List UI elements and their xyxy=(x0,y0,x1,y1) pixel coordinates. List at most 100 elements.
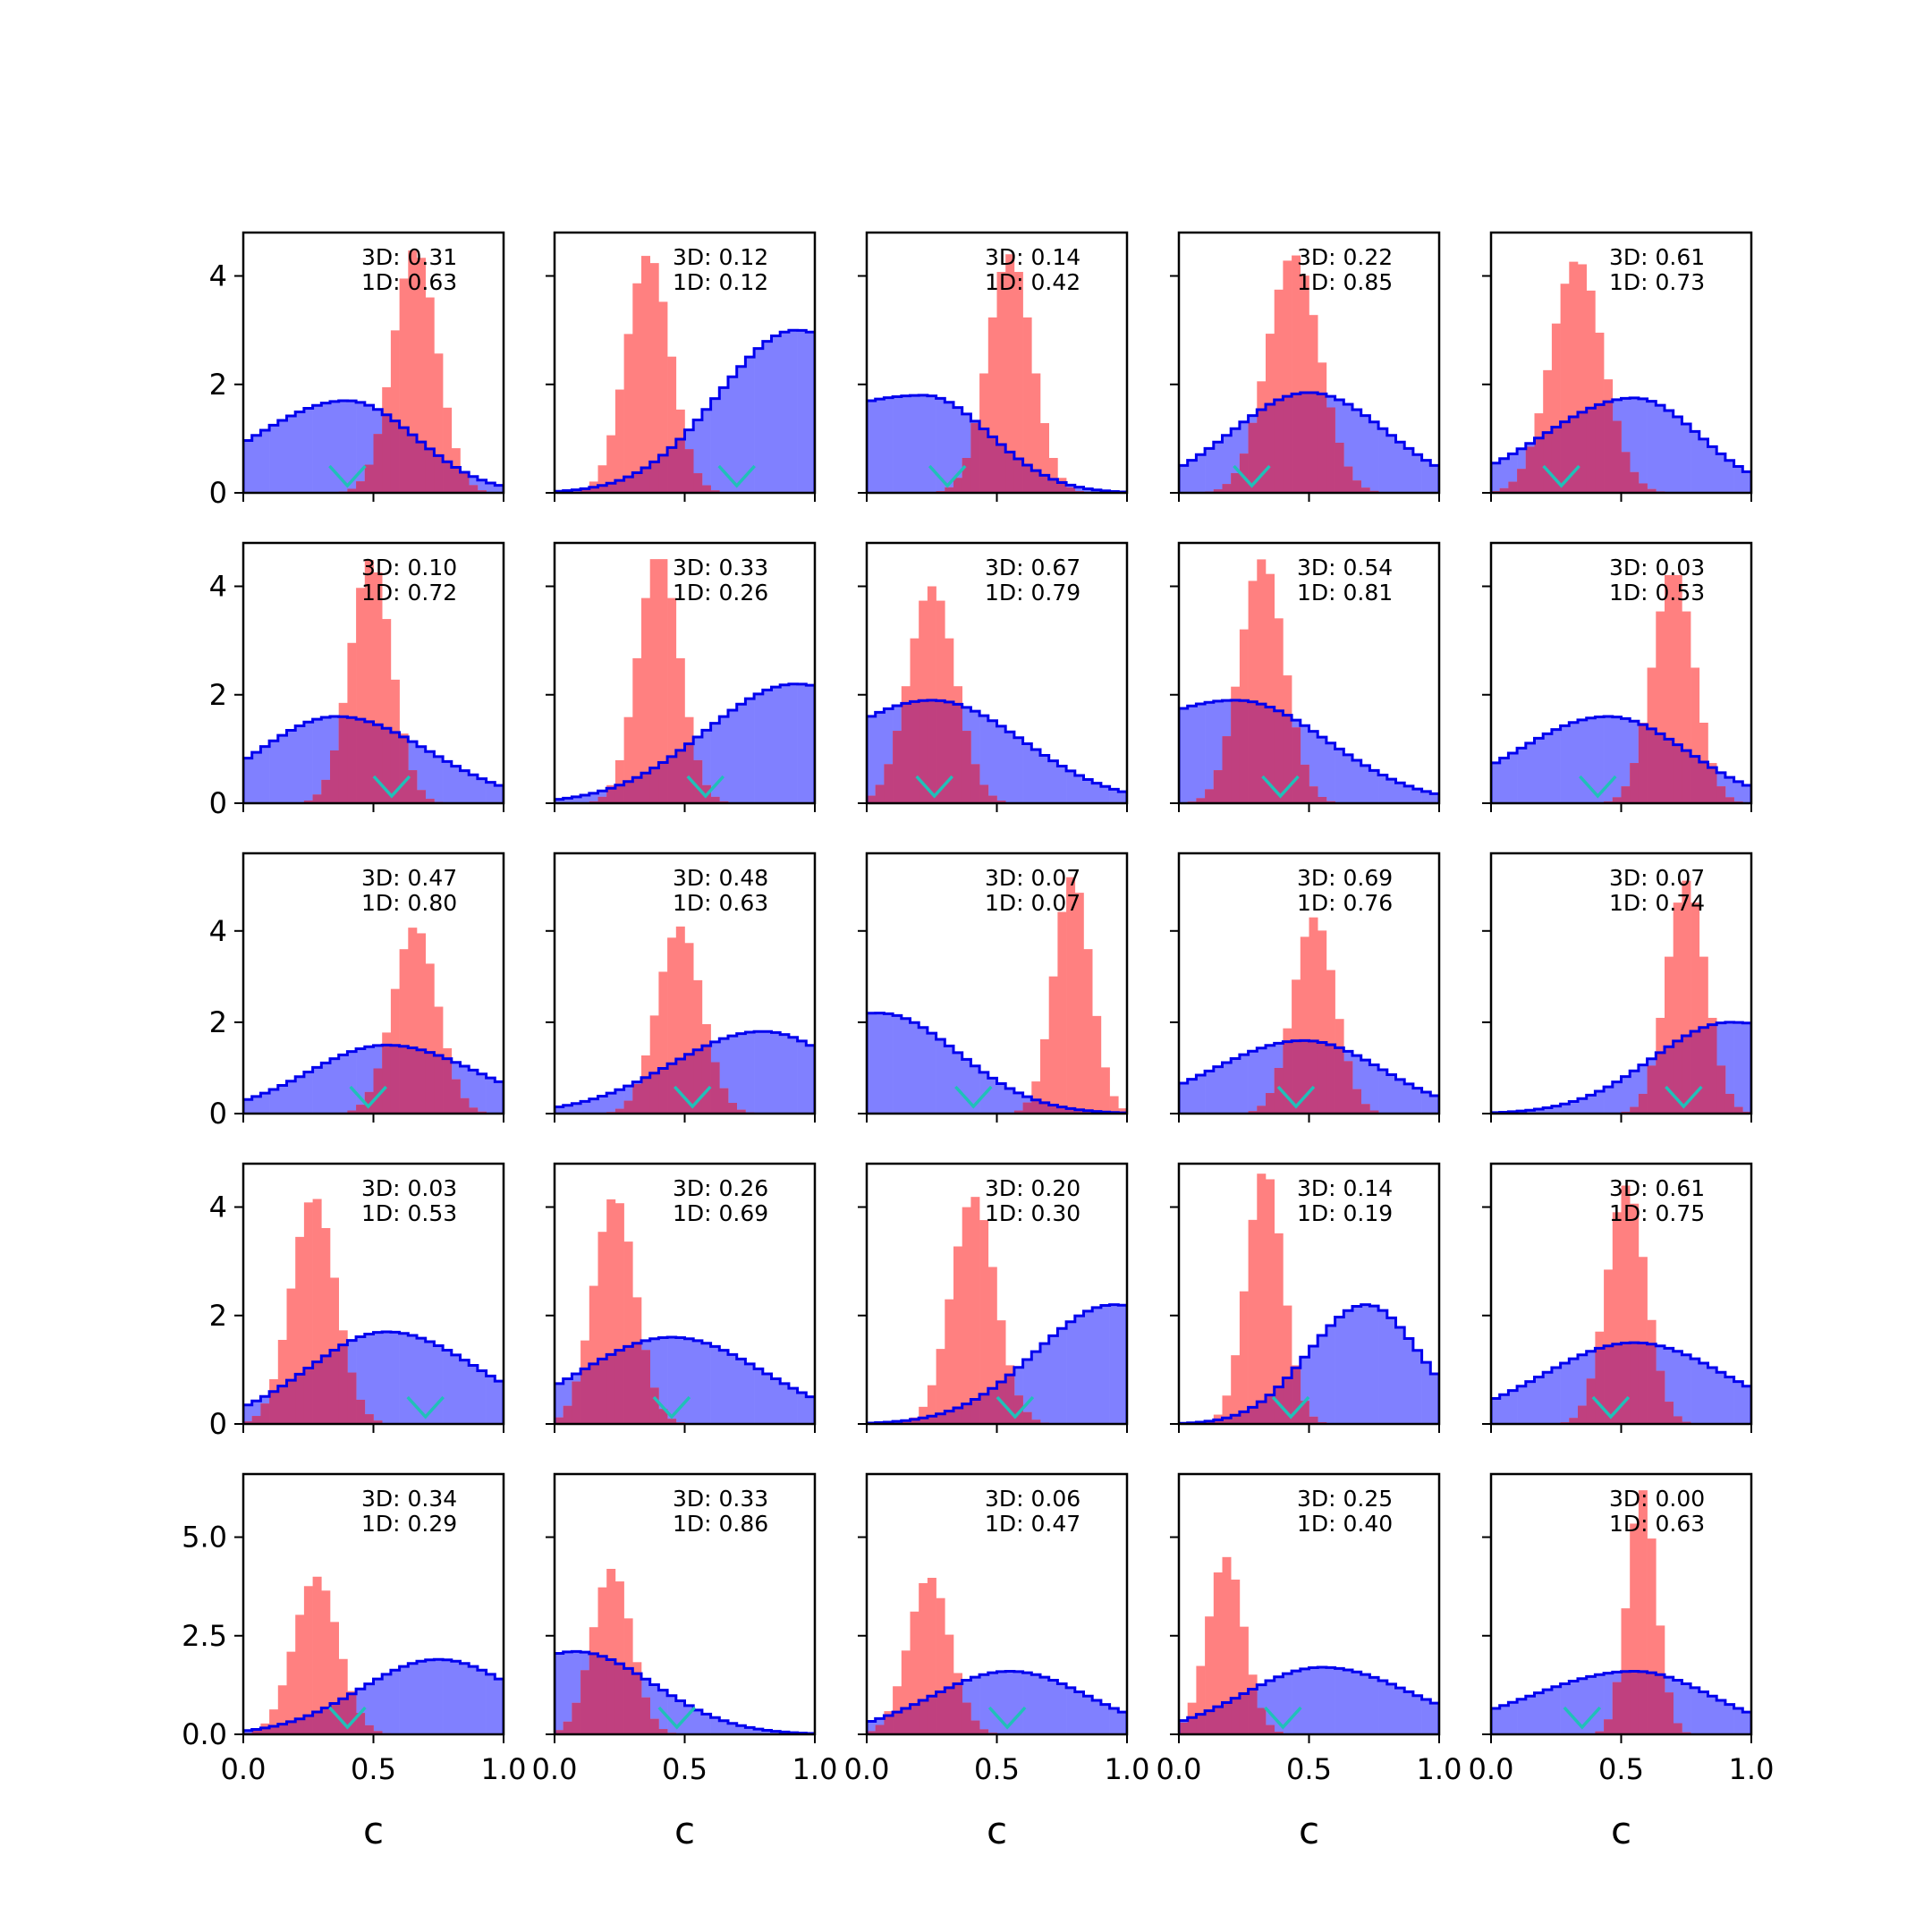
blue-hist-bar xyxy=(1560,725,1570,803)
overlap-bar xyxy=(919,700,928,803)
marker-caret-icon xyxy=(349,1085,387,1109)
overlap-bar xyxy=(970,764,980,803)
overlap-bar xyxy=(1222,1418,1232,1424)
blue-hist-bar xyxy=(1109,1304,1119,1424)
blue-hist-bar xyxy=(919,394,928,493)
blue-hist-bar xyxy=(555,799,564,803)
blue-hist-bar xyxy=(1690,431,1700,493)
blue-hist-bar xyxy=(806,685,815,803)
blue-hist-bar xyxy=(1430,1373,1439,1424)
blue-hist-bar xyxy=(1638,398,1648,493)
blue-hist-bar xyxy=(1499,1394,1509,1424)
blue-hist-bar xyxy=(675,1337,685,1424)
blue-hist-bar xyxy=(1335,1317,1344,1424)
overlap-bar xyxy=(356,719,366,803)
blue-hist-bar xyxy=(443,1350,453,1424)
blue-hist-bar xyxy=(1326,1326,1335,1424)
blue-hist-bar xyxy=(1205,1071,1215,1114)
overlap-bar xyxy=(364,1091,374,1114)
blue-hist-bar xyxy=(260,1093,270,1114)
blue-hist-outline xyxy=(243,715,504,803)
blue-hist-bar xyxy=(1569,722,1579,803)
red-hist-bar xyxy=(667,597,677,803)
overlap-bar xyxy=(1682,750,1691,803)
red-hist-bar xyxy=(1690,902,1700,1114)
x-tick-label: 0.5 xyxy=(1598,1752,1644,1786)
blue-hist-bar xyxy=(1699,1691,1708,1734)
overlap-bar xyxy=(632,1674,642,1734)
blue-hist-bar xyxy=(495,1081,504,1114)
blue-hist-bar xyxy=(754,1031,764,1114)
blue-hist-bar xyxy=(1742,471,1751,493)
blue-hist-bar xyxy=(364,1046,374,1114)
annotation-3d: 3D: 0.00 xyxy=(1609,1486,1705,1512)
overlap-bar xyxy=(338,1699,348,1734)
blue-hist-bar xyxy=(399,1666,409,1734)
blue-hist-bar xyxy=(1682,423,1691,493)
overlap-bar xyxy=(658,1729,668,1734)
x-tick-label: 1.0 xyxy=(1105,1752,1150,1786)
annotation-1d: 1D: 0.75 xyxy=(1609,1200,1705,1226)
overlap-bar xyxy=(728,1103,737,1114)
blue-hist-bar xyxy=(243,758,252,803)
blue-hist-bar xyxy=(495,1381,504,1424)
annotation-1d: 1D: 0.53 xyxy=(361,1200,457,1226)
red-hist-bar xyxy=(641,597,650,803)
overlap-bar xyxy=(1595,404,1605,493)
blue-hist-bar xyxy=(1386,1074,1396,1114)
overlap-bar xyxy=(1057,482,1067,493)
overlap-bar xyxy=(347,1693,357,1734)
red-hist-bar xyxy=(1257,559,1267,803)
blue-hist-bar xyxy=(1508,1390,1518,1424)
blue-hist-bar xyxy=(719,1350,729,1424)
blue-hist-bar xyxy=(1074,487,1084,493)
blue-hist-outline xyxy=(555,1030,815,1114)
blue-hist-bar xyxy=(1707,446,1717,493)
overlap-bar xyxy=(580,1670,590,1734)
blue-hist-bar xyxy=(1213,442,1223,493)
red-hist-bar xyxy=(1239,1291,1249,1424)
blue-hist-bar xyxy=(1543,733,1553,803)
red-hist-bar xyxy=(936,1349,945,1424)
blue-hist-bar xyxy=(286,1080,296,1114)
annotation-3d: 3D: 0.06 xyxy=(985,1486,1080,1512)
blue-hist-bar xyxy=(1733,466,1743,493)
annotation-3d: 3D: 0.54 xyxy=(1297,555,1393,580)
overlap-bar xyxy=(1647,1673,1657,1734)
blue-hist-outline xyxy=(555,328,815,493)
blue-hist-bar xyxy=(1378,1310,1388,1424)
overlap-bar xyxy=(623,477,633,493)
blue-hist-bar xyxy=(693,1340,703,1424)
overlap-bar xyxy=(919,1699,928,1734)
overlap-bar xyxy=(623,1346,633,1424)
blue-hist-bar xyxy=(1222,435,1232,493)
overlap-bar xyxy=(1682,1036,1691,1114)
blue-hist-bar xyxy=(979,716,989,803)
overlap-bar xyxy=(1690,756,1700,803)
overlap-bar xyxy=(356,1713,366,1734)
blue-hist-bar xyxy=(580,1101,590,1114)
blue-hist-bar xyxy=(1534,1692,1544,1734)
marker-caret-icon xyxy=(673,1085,712,1109)
blue-hist-bar xyxy=(1066,770,1076,803)
red-hist-bar xyxy=(987,1267,997,1424)
blue-hist-bar xyxy=(771,687,781,803)
overlap-bar xyxy=(606,1354,616,1424)
blue-hist-bar xyxy=(1205,702,1215,803)
blue-hist-bar xyxy=(295,725,305,803)
blue-hist-bar xyxy=(251,1401,261,1424)
blue-hist-bar xyxy=(486,1078,496,1114)
red-hist-bar xyxy=(1231,1355,1241,1424)
overlap-bar xyxy=(269,1391,279,1424)
blue-hist-bar xyxy=(623,1086,633,1114)
overlap-bar xyxy=(1707,1024,1717,1114)
annotation-3d: 3D: 0.20 xyxy=(985,1175,1080,1201)
blue-hist-bar xyxy=(1048,1680,1058,1734)
blue-hist-bar xyxy=(884,397,894,493)
overlap-bar xyxy=(1656,1674,1665,1734)
blue-hist-bar xyxy=(1508,453,1518,493)
blue-hist-bar xyxy=(1724,1021,1734,1114)
overlap-bar xyxy=(1326,1045,1335,1114)
